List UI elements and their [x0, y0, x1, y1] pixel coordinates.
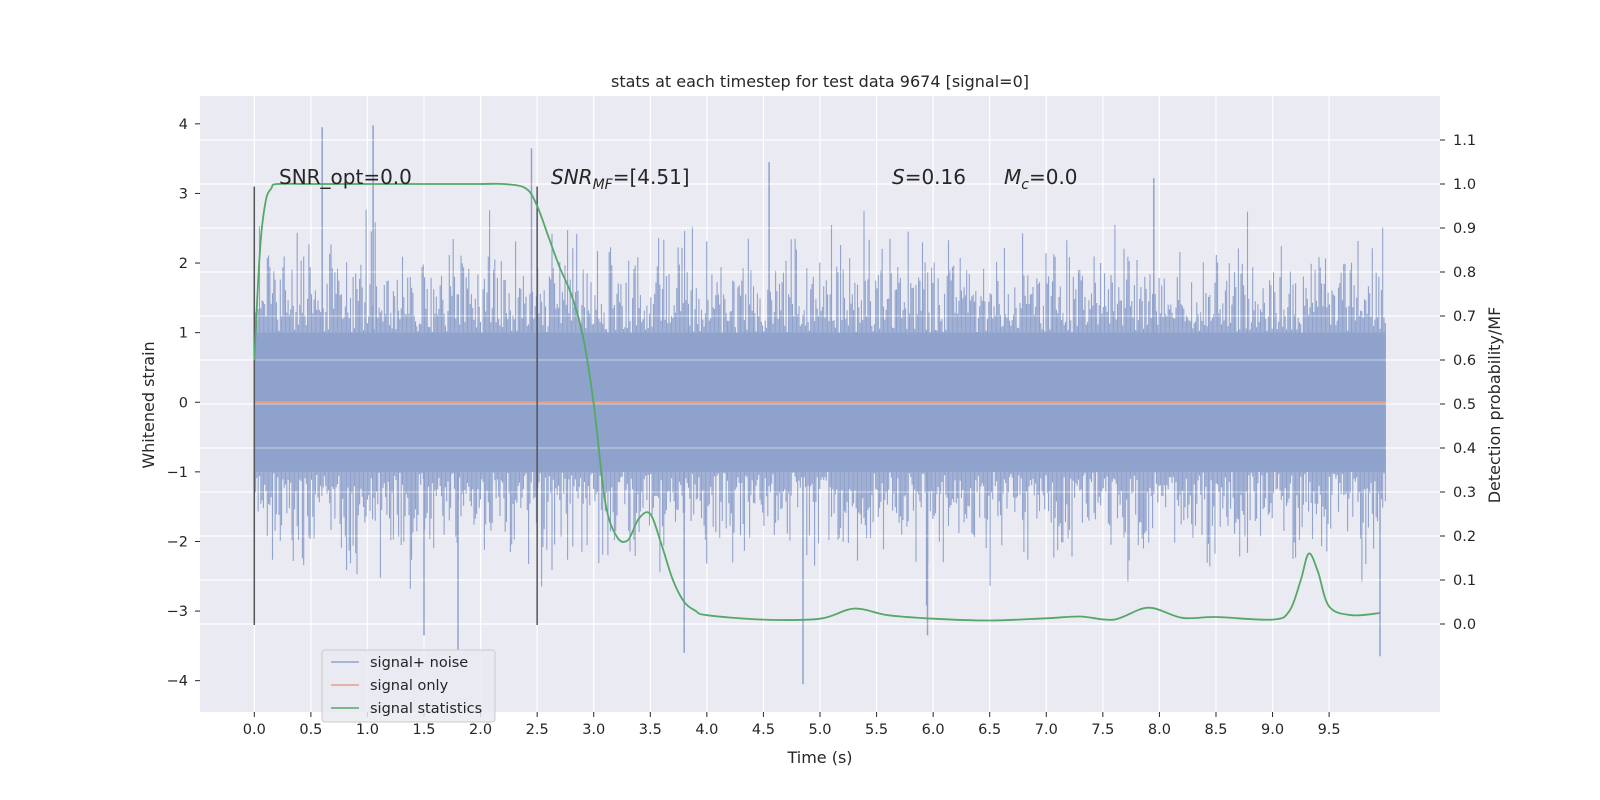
x-tick-label: 9.0	[1261, 722, 1284, 738]
annotation-mc-subscript: c	[1021, 177, 1029, 193]
y-axis-right-ticks: 1.1 1.0 0.9 0.8 0.7 0.6 0.5 0.4 0.3 0.2 0.1 0.0	[1440, 133, 1476, 633]
annotation-s-value: =0.16	[905, 165, 966, 189]
y-tick-label: 3	[179, 186, 188, 202]
chart-title: stats at each timestep for test data 967…	[611, 72, 1029, 91]
x-tick-label: 9.5	[1318, 722, 1341, 738]
legend: signal+ noise signal only signal statist…	[321, 649, 496, 723]
y-right-tick-label: 1.0	[1453, 177, 1476, 193]
x-tick-label: 1.0	[356, 722, 379, 738]
x-tick-label: 0.0	[243, 722, 266, 738]
y-tick-label: −2	[167, 534, 188, 550]
x-tick-label: 6.0	[922, 722, 945, 738]
y-tick-label: 4	[179, 117, 188, 133]
annotation-snr-opt: SNR_opt=0.0	[279, 165, 412, 189]
y-right-tick-label: 0.6	[1453, 353, 1476, 369]
y-right-tick-label: 0.0	[1453, 617, 1476, 633]
signal-statistics-line	[253, 182, 1381, 622]
x-tick-label: 8.0	[1148, 722, 1171, 738]
legend-label-signal-statistics: signal statistics	[370, 701, 482, 717]
x-tick-label: 5.5	[865, 722, 888, 738]
signal-statistics-series	[253, 182, 1381, 622]
y-tick-label: −3	[167, 604, 188, 620]
x-tick-label: 7.5	[1091, 722, 1114, 738]
y-right-tick-label: 0.8	[1453, 265, 1476, 281]
y-tick-label: 2	[179, 256, 188, 272]
annotation-mc: Mc=0.0	[1004, 165, 1078, 193]
y-tick-label: −4	[167, 674, 188, 690]
y-right-tick-label: 1.1	[1453, 133, 1476, 149]
x-axis-ticks: 0.0 0.5 1.0 1.5 2.0 2.5 3.0 3.5 4.0 4.5 5.0 5.5 6.0 6…	[243, 712, 1341, 738]
annotations: SNR_opt=0.0 SNRMF=[4.51] S=0.16 Mc=0.0	[279, 165, 1078, 193]
x-tick-label: 0.5	[299, 722, 322, 738]
y-right-tick-label: 0.3	[1453, 485, 1476, 501]
legend-label-signal-only: signal only	[370, 678, 449, 694]
x-tick-label: 4.0	[695, 722, 718, 738]
y-axis-left-ticks: 4 3 2 1 0 −1 −2 −3 −4	[167, 117, 200, 690]
vertical-markers	[253, 186, 538, 625]
legend-label-signal-noise: signal+ noise	[370, 655, 468, 671]
annotation-snr-mf-symbol: SNR	[551, 165, 593, 189]
y-tick-label: 1	[179, 326, 188, 342]
x-tick-label: 4.5	[752, 722, 775, 738]
noise-extreme-spikes	[321, 125, 1381, 685]
y-tick-label: −1	[167, 465, 188, 481]
y-right-tick-label: 0.5	[1453, 397, 1476, 413]
y-right-tick-label: 0.7	[1453, 309, 1476, 325]
annotation-snr-mf: SNRMF=[4.51]	[551, 165, 690, 193]
y-axis-right-label: Detection probability/MF	[1485, 307, 1504, 504]
y-right-tick-label: 0.2	[1453, 529, 1476, 545]
x-tick-label: 5.0	[808, 722, 831, 738]
annotation-snr-mf-value: =[4.51]	[613, 165, 690, 189]
x-tick-label: 2.0	[469, 722, 492, 738]
y-axis-label: Whitened strain	[139, 341, 158, 468]
annotation-s-symbol: S	[892, 165, 905, 189]
x-tick-label: 3.0	[582, 722, 605, 738]
x-tick-label: 7.0	[1035, 722, 1058, 738]
annotation-mc-value: =0.0	[1029, 165, 1078, 189]
x-tick-label: 2.5	[526, 722, 549, 738]
x-tick-label: 3.5	[639, 722, 662, 738]
x-axis-label: Time (s)	[786, 748, 852, 767]
x-tick-label: 1.5	[412, 722, 435, 738]
x-tick-label: 8.5	[1204, 722, 1227, 738]
annotation-s: S=0.16	[892, 165, 966, 189]
y-right-tick-label: 0.1	[1453, 573, 1476, 589]
x-tick-label: 6.5	[978, 722, 1001, 738]
annotation-snr-mf-subscript: MF	[593, 177, 614, 193]
y-right-tick-label: 0.4	[1453, 441, 1476, 457]
legend-box	[321, 649, 496, 723]
y-right-tick-label: 0.9	[1453, 221, 1476, 237]
y-tick-label: 0	[179, 395, 188, 411]
annotation-mc-symbol: M	[1004, 165, 1021, 189]
